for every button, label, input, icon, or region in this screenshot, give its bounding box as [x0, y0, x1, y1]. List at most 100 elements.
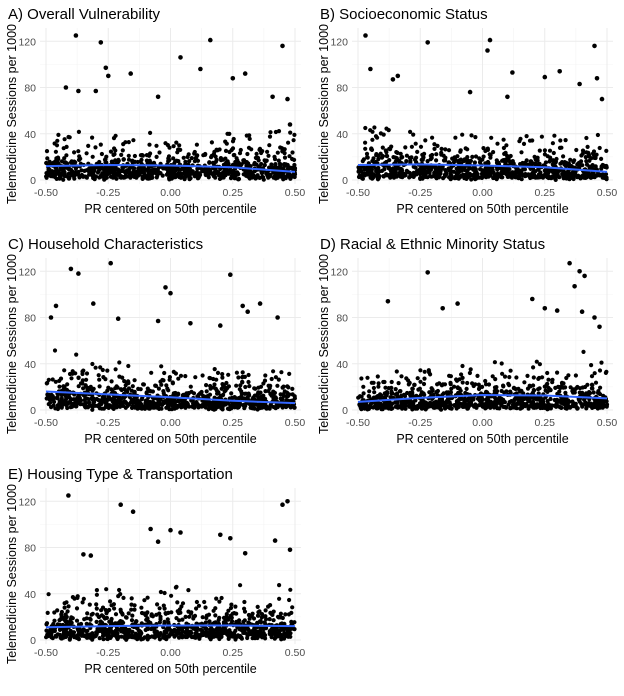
data-point [107, 404, 112, 409]
y-tick-label: 80 [24, 313, 36, 325]
data-point [468, 367, 473, 372]
data-point [217, 631, 222, 636]
data-point [439, 152, 444, 157]
data-point [421, 381, 427, 387]
data-point [363, 140, 368, 145]
data-point [253, 155, 258, 160]
data-point [183, 614, 188, 619]
data-point [194, 628, 199, 633]
data-point [604, 164, 609, 169]
data-point [226, 372, 231, 377]
data-point [497, 398, 502, 403]
data-point [228, 403, 233, 408]
data-point [243, 391, 248, 396]
data-point-outlier [230, 76, 236, 81]
data-point [165, 634, 170, 639]
data-point [84, 371, 90, 376]
data-point [151, 160, 157, 165]
data-point [376, 381, 381, 386]
data-point [381, 132, 386, 137]
data-point [531, 396, 536, 401]
data-point [149, 634, 154, 639]
data-point [241, 619, 246, 624]
data-point [435, 388, 440, 394]
data-point [530, 399, 536, 404]
data-point [105, 388, 110, 393]
data-point [283, 612, 288, 617]
data-point [528, 172, 533, 177]
data-point [527, 138, 533, 143]
data-point [472, 168, 477, 173]
data-point [260, 405, 265, 410]
data-point [236, 375, 241, 380]
data-point [166, 154, 172, 159]
data-point [263, 373, 268, 378]
data-point-outlier [76, 88, 81, 94]
data-point [385, 391, 390, 396]
data-point [96, 398, 101, 403]
data-point [373, 159, 378, 165]
data-point [137, 403, 142, 408]
data-point [246, 612, 251, 618]
data-point [86, 169, 91, 174]
data-point [368, 172, 373, 177]
data-point [258, 633, 263, 638]
data-point [439, 383, 444, 388]
data-point [250, 611, 255, 616]
data-point [493, 377, 498, 382]
data-point [277, 596, 282, 601]
data-point [147, 388, 152, 393]
data-point-outlier [275, 315, 280, 320]
data-point [76, 129, 81, 134]
data-point [486, 382, 492, 387]
data-point [193, 375, 198, 380]
data-point [514, 406, 519, 411]
data-point [51, 621, 56, 627]
data-point [563, 138, 568, 143]
data-point [423, 166, 428, 171]
data-point [292, 157, 297, 162]
x-tick-label: -0.25 [96, 647, 120, 659]
data-point [376, 157, 381, 162]
data-point [435, 143, 440, 148]
data-point [279, 370, 284, 375]
data-point [131, 138, 136, 143]
data-point [465, 155, 470, 160]
data-point-outlier [88, 553, 94, 558]
data-point [246, 145, 252, 150]
data-point [126, 363, 131, 369]
data-point [580, 148, 586, 153]
data-point [169, 593, 174, 598]
data-point [219, 406, 224, 411]
data-point-outlier [228, 272, 233, 277]
data-point-outlier [218, 532, 223, 538]
data-point [287, 174, 292, 179]
data-point [239, 635, 244, 640]
data-point [200, 373, 205, 378]
data-point [213, 606, 218, 611]
data-point [531, 365, 536, 370]
data-point [275, 172, 280, 177]
data-point [251, 173, 256, 178]
data-point [589, 363, 594, 368]
data-point [165, 143, 170, 148]
trend-line [357, 163, 608, 173]
data-point [238, 147, 243, 153]
data-point [268, 610, 273, 615]
x-axis-label: PR centered on 50th percentile [84, 662, 256, 676]
data-point [67, 637, 72, 642]
data-point [498, 401, 503, 406]
x-tick-label: 0.25 [535, 417, 556, 429]
data-point [54, 143, 60, 148]
data-point-outlier [108, 260, 113, 266]
data-point [158, 614, 163, 619]
x-tick-label: 0.50 [285, 187, 306, 199]
data-point [99, 151, 104, 157]
data-point [464, 386, 469, 391]
data-point [506, 166, 511, 171]
data-point [230, 139, 236, 144]
data-point [595, 132, 600, 138]
data-point [111, 173, 116, 178]
data-point [499, 171, 504, 176]
